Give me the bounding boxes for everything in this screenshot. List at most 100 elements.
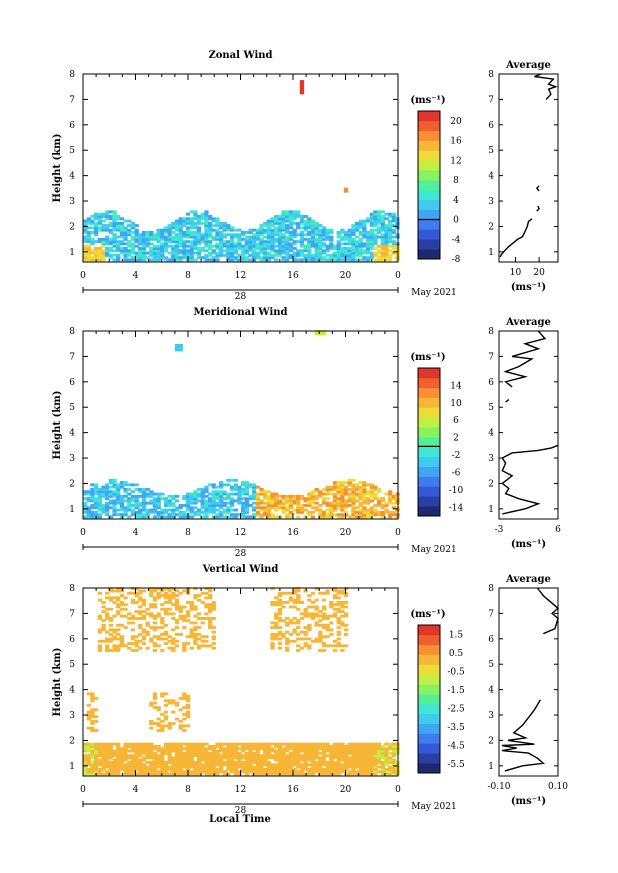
heatmap-cell [340, 499, 345, 503]
heatmap-cell [189, 217, 194, 221]
heatmap-cell [134, 601, 139, 604]
colorbar-tick-label: -0.5 [447, 667, 465, 677]
heatmap-cell [208, 499, 213, 503]
heatmap-cell [163, 637, 169, 641]
heatmap-cell [373, 210, 378, 214]
y-axis-label: Height (km) [52, 134, 63, 203]
heatmap-cell [208, 596, 213, 600]
heatmap-cell [266, 221, 271, 225]
heatmap-cell [171, 258, 176, 262]
colorbar-tick-label: -14 [449, 503, 464, 513]
heatmap-cell [149, 772, 154, 776]
heatmap-cell [193, 510, 198, 514]
heatmap-cell [351, 226, 356, 230]
heatmap-cell [391, 215, 396, 218]
heatmap-cell [277, 607, 283, 611]
heatmap-cell [340, 492, 345, 496]
heatmap-cell [329, 605, 334, 609]
heatmap-cell [160, 510, 165, 514]
heatmap-cell [156, 724, 161, 728]
heatmap-cell [211, 758, 216, 762]
heatmap-cell [219, 501, 224, 505]
heatmap-cell [112, 224, 117, 227]
heatmap-cell [325, 742, 330, 746]
heatmap-cell [263, 751, 268, 755]
heatmap-cell [266, 763, 271, 767]
heatmap-cell [299, 258, 305, 262]
heatmap-cell [145, 607, 150, 611]
heatmap-cell [130, 510, 136, 514]
heatmap-cell [310, 237, 316, 241]
heatmap-cell [358, 233, 363, 237]
heatmap-cell [332, 492, 338, 496]
heatmap-cell [185, 742, 191, 746]
heatmap-cell [384, 228, 389, 232]
heatmap-cell [226, 256, 231, 260]
heatmap-cell [94, 765, 99, 769]
heatmap-cell [347, 233, 352, 237]
heatmap-cell [211, 490, 216, 494]
heatmap-cell [292, 639, 297, 643]
heatmap-cell [86, 249, 91, 253]
heatmap-cell [94, 499, 99, 503]
heatmap-cell [366, 501, 371, 505]
x-tick-label: 12 [235, 528, 246, 538]
y-tick-label: 1 [69, 762, 75, 772]
heatmap-cell [152, 706, 158, 709]
heatmap-cell [288, 767, 294, 771]
heatmap-cell [112, 614, 117, 618]
heatmap-cell [248, 765, 253, 769]
heatmap-cell [141, 490, 147, 494]
heatmap-cell [152, 249, 158, 253]
heatmap-cell [200, 506, 205, 510]
heatmap-cell [274, 233, 279, 237]
heatmap-cell [130, 499, 136, 503]
heatmap-cell [152, 605, 158, 609]
heatmap-cell [259, 258, 264, 262]
heatmap-cell [277, 231, 283, 234]
heatmap-cell [149, 235, 154, 239]
heatmap-cell [116, 756, 121, 760]
avg-x-label: (ms⁻¹) [511, 539, 546, 550]
heatmap-cell [211, 617, 216, 620]
heatmap-cell [83, 767, 88, 771]
heatmap-cell [314, 637, 319, 641]
heatmap-cell [123, 226, 128, 230]
heatmap-cell [149, 237, 154, 241]
heatmap-cell [141, 499, 147, 503]
colorbar-swatch [418, 684, 440, 695]
heatmap-cell [336, 596, 341, 600]
heatmap-cell [112, 513, 117, 517]
heatmap-cell [362, 763, 367, 767]
heatmap-cell [351, 244, 356, 248]
heatmap-cell [263, 240, 268, 244]
heatmap-cell [318, 510, 323, 514]
heatmap-cell [90, 237, 95, 241]
heatmap-cell [292, 617, 297, 620]
heatmap-cell [163, 630, 169, 634]
heatmap-cell [244, 497, 249, 501]
heatmap-cell [281, 233, 286, 237]
heatmap-cell [215, 235, 220, 239]
heatmap-cell [86, 231, 91, 234]
heatmap-cell [321, 649, 327, 652]
heatmap-cell [252, 488, 257, 491]
heatmap-cell [285, 617, 290, 620]
heatmap-cell [119, 226, 125, 230]
heatmap-cell [185, 244, 191, 248]
heatmap-cell [355, 244, 360, 248]
heatmap-cell [189, 258, 194, 262]
heatmap-cell [307, 612, 312, 616]
heatmap-cell [130, 513, 136, 517]
heatmap-cell [101, 510, 106, 514]
heatmap-cell [138, 508, 143, 512]
heatmap-cell [281, 212, 286, 216]
heatmap-cell [215, 228, 220, 232]
heatmap-cell [130, 628, 136, 632]
heatmap-cell [241, 767, 246, 771]
colorbar-tick-label: -5.5 [447, 760, 465, 770]
heatmap-cell [362, 499, 367, 503]
heatmap-cell [233, 763, 238, 767]
heatmap-cell [208, 751, 213, 755]
heatmap-cell [296, 626, 301, 629]
